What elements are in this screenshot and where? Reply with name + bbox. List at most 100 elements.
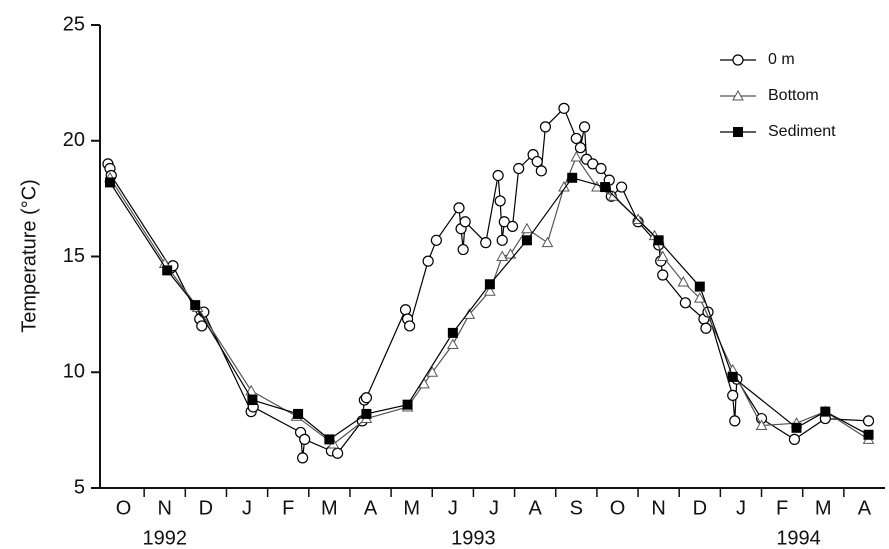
- marker: [729, 415, 741, 427]
- marker: [679, 297, 691, 309]
- marker: [426, 366, 439, 377]
- marker: [632, 213, 644, 224]
- marker: [399, 304, 412, 316]
- marker: [791, 422, 802, 433]
- marker: [615, 181, 628, 193]
- x-tick-label: A: [528, 497, 542, 519]
- marker: [513, 162, 525, 175]
- marker: [361, 408, 372, 419]
- marker: [457, 243, 469, 256]
- marker: [700, 322, 712, 334]
- marker: [484, 285, 496, 296]
- marker: [196, 320, 208, 332]
- marker: [653, 235, 664, 246]
- marker: [820, 406, 831, 417]
- marker: [496, 250, 509, 261]
- x-tick-label: S: [570, 497, 583, 519]
- marker: [247, 395, 258, 406]
- marker: [504, 248, 517, 259]
- x-tick-label: A: [364, 497, 378, 519]
- x-tick-label: J: [242, 497, 252, 519]
- marker: [727, 371, 738, 382]
- marker: [402, 399, 413, 410]
- marker: [324, 434, 335, 445]
- x-tick-label: M: [321, 497, 338, 519]
- marker: [732, 89, 744, 101]
- marker: [245, 384, 258, 396]
- x-tick-label: O: [116, 497, 132, 519]
- x-tick-label: M: [403, 497, 420, 519]
- legend-item: Bottom: [720, 87, 819, 104]
- x-tick-label: F: [282, 497, 294, 519]
- series: [104, 150, 875, 449]
- year-label: 1992: [142, 527, 187, 549]
- series: [104, 172, 874, 445]
- x-tick-label: M: [815, 497, 832, 519]
- x-tick-label: D: [693, 497, 707, 519]
- marker: [494, 195, 506, 207]
- marker: [733, 127, 743, 137]
- marker: [297, 452, 309, 464]
- y-tick-label: 5: [74, 476, 85, 498]
- y-tick-label: 15: [63, 245, 85, 267]
- marker: [496, 234, 508, 246]
- marker: [539, 121, 552, 133]
- x-tick-label: J: [489, 497, 499, 519]
- marker: [422, 255, 434, 267]
- marker: [521, 235, 532, 246]
- legend-label: Sediment: [768, 123, 836, 140]
- series: [102, 102, 875, 464]
- marker: [360, 392, 373, 404]
- marker: [732, 54, 744, 66]
- marker: [693, 292, 706, 303]
- marker: [578, 121, 591, 133]
- legend-label: Bottom: [768, 87, 819, 104]
- marker: [694, 281, 705, 292]
- marker: [506, 220, 519, 233]
- marker: [862, 415, 875, 427]
- y-tick-label: 25: [63, 13, 85, 35]
- marker: [430, 234, 442, 246]
- marker: [190, 300, 201, 311]
- x-tick-label: D: [199, 497, 213, 519]
- marker: [541, 236, 554, 248]
- marker: [863, 429, 874, 440]
- x-tick-label: N: [651, 497, 665, 519]
- marker: [755, 419, 768, 430]
- marker: [299, 433, 311, 445]
- marker: [657, 269, 669, 281]
- marker: [498, 216, 510, 228]
- marker: [531, 155, 543, 168]
- marker: [492, 169, 504, 182]
- marker: [446, 338, 459, 349]
- marker: [104, 177, 115, 188]
- marker: [727, 389, 739, 401]
- y-tick-label: 20: [63, 129, 85, 151]
- marker: [293, 408, 304, 419]
- year-label: 1993: [451, 527, 496, 549]
- y-tick-label: 10: [63, 361, 85, 383]
- marker: [447, 327, 458, 338]
- marker: [600, 182, 611, 193]
- marker: [570, 132, 582, 145]
- marker: [567, 172, 578, 183]
- marker: [404, 320, 416, 332]
- y-axis-label: Temperature (°C): [18, 179, 40, 333]
- marker: [788, 433, 801, 445]
- legend-item: 0 m: [720, 51, 795, 68]
- series-line: [109, 177, 869, 441]
- marker: [677, 275, 690, 287]
- x-tick-label: A: [858, 497, 872, 519]
- x-tick-label: N: [158, 497, 172, 519]
- marker: [558, 102, 570, 114]
- marker: [535, 165, 547, 177]
- x-tick-label: J: [736, 497, 746, 519]
- series-line: [109, 155, 869, 445]
- x-tick-label: F: [776, 497, 788, 519]
- x-tick-label: J: [448, 497, 458, 519]
- marker: [591, 181, 603, 192]
- marker: [521, 222, 533, 234]
- marker: [480, 237, 492, 249]
